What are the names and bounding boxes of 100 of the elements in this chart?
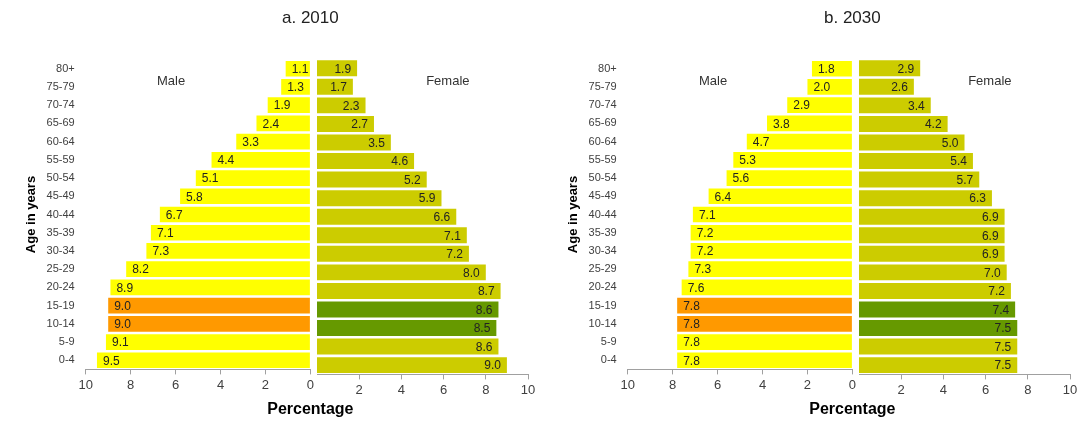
- y-tick-label: 50-54: [46, 171, 75, 184]
- bar: [807, 79, 852, 95]
- bar: [677, 297, 852, 314]
- x-tick-label: 0: [848, 376, 856, 392]
- y-tick-label: 60-64: [46, 134, 75, 147]
- y-tick-label: 40-44: [46, 207, 75, 220]
- bar: [317, 97, 366, 114]
- y-tick-label: 55-59: [588, 152, 617, 165]
- bar: [267, 97, 310, 113]
- x-tick-label: 8: [127, 376, 135, 392]
- bar: [317, 153, 415, 170]
- data-label: 6.7: [165, 207, 183, 222]
- x-tick-label: 4: [939, 382, 948, 398]
- bar: [110, 279, 310, 296]
- bar: [859, 227, 1005, 244]
- bar: [317, 190, 442, 207]
- data-label: 5.7: [956, 173, 974, 188]
- bar: [859, 246, 1005, 263]
- bar: [690, 243, 852, 259]
- data-label: 3.8: [773, 116, 791, 131]
- data-label: 2.9: [897, 62, 915, 77]
- data-label: 7.5: [994, 321, 1012, 336]
- data-label: 9.0: [114, 317, 132, 332]
- data-label: 7.1: [156, 226, 174, 241]
- bar: [859, 209, 1005, 226]
- x-tick-label: 10: [520, 382, 536, 398]
- x-tick-label: 2: [261, 376, 270, 392]
- y-tick-label: 0-4: [600, 353, 617, 366]
- bar: [859, 153, 973, 170]
- data-label: 7.2: [696, 244, 714, 259]
- x-tick-label: 6: [981, 382, 990, 398]
- text: Female: [426, 73, 470, 89]
- x-tick-label: 6: [171, 376, 180, 392]
- data-label: 7.2: [696, 226, 714, 241]
- data-label: 7.2: [446, 247, 464, 262]
- data-label: 7.5: [994, 358, 1012, 373]
- y-tick-label: 20-24: [588, 280, 617, 293]
- data-label: 8.7: [477, 284, 495, 299]
- x-tick-label: 8: [669, 376, 677, 392]
- y-tick-label: 15-19: [588, 298, 617, 311]
- y-tick-label: 25-29: [588, 262, 617, 275]
- bar: [733, 151, 852, 168]
- data-label: 5.3: [739, 153, 757, 168]
- text: Male: [157, 73, 186, 89]
- x-tick-label: 8: [482, 382, 490, 398]
- data-label: 7.8: [683, 317, 701, 332]
- data-label: 2.6: [891, 80, 909, 95]
- y-tick-label: 45-49: [588, 189, 617, 202]
- y-tick-label: 70-74: [588, 98, 617, 111]
- data-label: 5.8: [186, 189, 204, 204]
- bar: [180, 188, 310, 205]
- y-tick-label: 75-79: [46, 79, 75, 92]
- y-tick-label: 55-59: [46, 152, 75, 165]
- x-tick-label: 2: [897, 382, 905, 398]
- data-label: 1.9: [334, 62, 352, 77]
- text: Female: [968, 73, 1012, 89]
- data-label: 8.9: [116, 280, 134, 295]
- data-label: 8.2: [132, 262, 150, 277]
- data-label: 6.9: [981, 228, 999, 243]
- bar: [811, 60, 852, 77]
- data-label: 7.4: [992, 303, 1010, 318]
- data-label: 5.0: [941, 136, 959, 151]
- data-label: 8.0: [463, 266, 481, 281]
- y-tick-label: 5-9: [58, 335, 75, 348]
- data-label: 2.7: [351, 117, 369, 132]
- bar: [677, 316, 852, 332]
- bar: [859, 357, 1018, 374]
- bar: [317, 227, 467, 244]
- data-label: 4.4: [217, 153, 235, 168]
- bar: [859, 301, 1016, 318]
- data-label: 5.1: [201, 171, 219, 186]
- bar: [317, 283, 501, 300]
- data-label: 5.4: [950, 154, 968, 169]
- bar: [859, 264, 1007, 281]
- data-label: 3.3: [242, 134, 260, 149]
- x-tick-label: 4: [397, 382, 406, 398]
- bar: [317, 357, 507, 374]
- bar: [859, 97, 931, 114]
- x-tick-label: 0: [306, 376, 314, 392]
- data-label: 7.5: [994, 340, 1012, 355]
- bar: [105, 334, 310, 350]
- bar: [859, 172, 980, 188]
- y-tick-label: 10-14: [588, 316, 617, 329]
- x-tick-label: 10: [1062, 382, 1078, 398]
- data-label: 5.9: [418, 191, 436, 206]
- data-label: 7.1: [698, 207, 716, 222]
- x-tick-label: 10: [620, 376, 635, 392]
- bar: [317, 116, 374, 133]
- bar: [108, 297, 310, 314]
- data-label: 5.6: [732, 171, 750, 186]
- data-label: 5.2: [404, 173, 422, 188]
- bar: [159, 206, 310, 223]
- y-tick-label: 30-34: [588, 243, 617, 256]
- bar: [688, 261, 852, 278]
- data-label: 6.9: [981, 210, 999, 225]
- bar: [746, 133, 852, 150]
- data-label: 3.5: [368, 136, 386, 151]
- data-label: 6.9: [981, 247, 999, 262]
- y-tick-label: 10-14: [46, 316, 75, 329]
- bar: [859, 116, 948, 133]
